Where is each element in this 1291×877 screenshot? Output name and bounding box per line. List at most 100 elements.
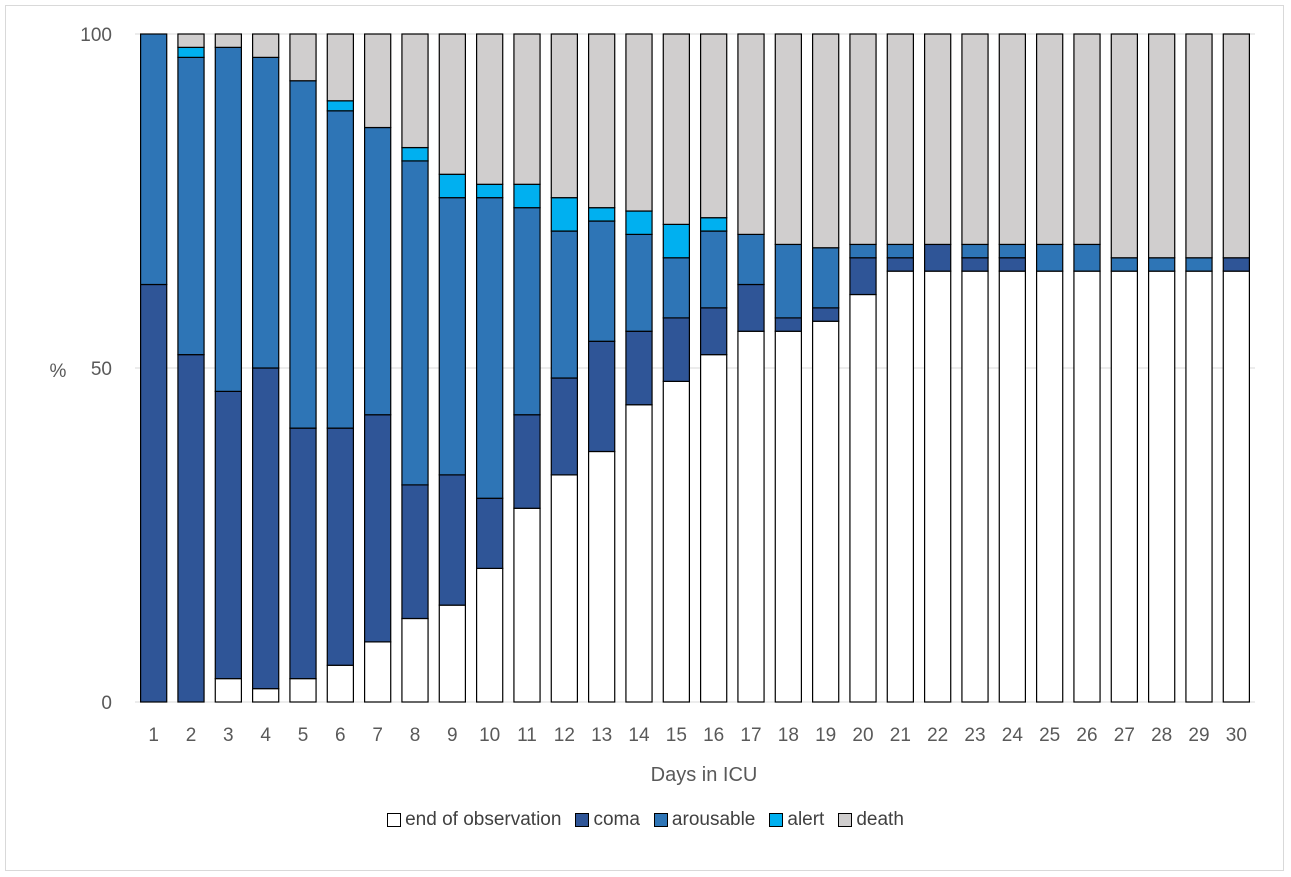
- bar-segment: [177, 354, 205, 703]
- bar-segment: [1185, 270, 1213, 703]
- bar-segment: [774, 317, 803, 332]
- bar-segment: [513, 207, 541, 416]
- bars: [140, 33, 1251, 703]
- x-tick-label: 13: [591, 725, 612, 746]
- legend-item: death: [838, 809, 904, 831]
- bar-segment: [214, 390, 243, 680]
- x-tick-label: 24: [1002, 725, 1024, 746]
- x-tick-label: 2: [186, 725, 197, 746]
- x-tick-label: 19: [815, 725, 836, 746]
- legend-item: coma: [575, 809, 640, 831]
- bar-segment: [476, 33, 504, 185]
- bar-segment: [438, 604, 466, 703]
- bar-segment: [1035, 243, 1064, 272]
- bar-segment: [849, 257, 877, 296]
- bar-segment: [401, 617, 429, 703]
- bar-segment: [326, 664, 354, 703]
- bar-segment: [1185, 33, 1213, 259]
- bar-segment: [252, 688, 280, 703]
- x-tick-labels: 1 2 3 4 5 6 7 8 9 10 11 12 13 14 15 16 17 18 19 20 21 22 23 24 2…: [148, 725, 1247, 746]
- bar-segment: [849, 243, 877, 259]
- bar-segment: [625, 210, 653, 236]
- bar-segment: [513, 507, 541, 703]
- legend-label: end of observation: [405, 809, 562, 830]
- bar-segment: [998, 243, 1027, 259]
- bar-segment: [401, 146, 429, 162]
- bar-segment: [1147, 270, 1176, 703]
- legend-swatch: [387, 813, 402, 827]
- bar-segment: [1185, 257, 1213, 272]
- x-tick-label: 3: [223, 725, 234, 746]
- bar-segment: [1110, 257, 1139, 272]
- bar-segment: [364, 126, 392, 416]
- bar-segment: [699, 33, 728, 219]
- bar-segment: [364, 33, 392, 129]
- bar-segment: [998, 270, 1027, 703]
- bar-segment: [177, 56, 205, 356]
- bar-segment: [1073, 243, 1101, 272]
- bar-segment: [961, 33, 989, 246]
- x-tick-label: 7: [372, 725, 383, 746]
- legend-item: arousable: [653, 809, 756, 831]
- x-tick-label: 5: [298, 725, 309, 746]
- bar-segment: [1073, 33, 1101, 246]
- x-tick-label: 17: [740, 725, 761, 746]
- bar-segment: [1222, 270, 1251, 703]
- y-tick-label: 0: [101, 693, 112, 714]
- bar-segment: [699, 307, 728, 356]
- bar-segment: [550, 230, 579, 379]
- bar-segment: [513, 414, 541, 509]
- x-tick-label: 21: [890, 725, 911, 746]
- bar-segment: [998, 257, 1027, 272]
- bar-segment: [923, 270, 952, 703]
- x-tick-label: 9: [447, 725, 458, 746]
- legend-label: arousable: [671, 809, 756, 830]
- x-tick-label: 18: [778, 725, 799, 746]
- legend-swatch: [575, 813, 590, 827]
- bar-segment: [625, 33, 653, 212]
- bar-segment: [289, 427, 317, 680]
- bar-segment: [289, 33, 317, 82]
- bar-segment: [289, 80, 317, 429]
- x-tick-label: 4: [260, 725, 271, 746]
- bar-segment: [438, 33, 466, 175]
- bar-segment: [401, 33, 429, 149]
- bar-segment: [737, 33, 765, 235]
- x-tick-label: 28: [1151, 725, 1172, 746]
- bar-segment: [1147, 33, 1176, 259]
- bar-segment: [774, 33, 803, 246]
- legend-swatch: [653, 813, 668, 827]
- bar-segment: [289, 678, 317, 703]
- bar-segment: [1073, 270, 1101, 703]
- bar-segment: [662, 223, 691, 259]
- bar-segment: [737, 283, 765, 332]
- bar-segment: [1147, 257, 1176, 272]
- x-tick-label: 14: [628, 725, 650, 746]
- bar-segment: [662, 257, 691, 319]
- bar-segment: [923, 243, 952, 272]
- bar-segment: [587, 450, 616, 703]
- bar-segment: [326, 427, 354, 666]
- bar-segment: [587, 207, 616, 222]
- bar-segment: [849, 293, 877, 703]
- y-tick-labels: 0 50 100: [80, 25, 112, 714]
- bar-segment: [1222, 257, 1251, 272]
- bar-segment: [326, 33, 354, 102]
- bar-segment: [550, 474, 579, 703]
- legend-swatch: [838, 813, 853, 827]
- bar-segment: [476, 183, 504, 199]
- x-tick-label: 15: [666, 725, 687, 746]
- bar-segment: [849, 33, 877, 246]
- bar-segment: [662, 380, 691, 703]
- legend-label: death: [856, 809, 904, 830]
- bar-segment: [476, 567, 504, 703]
- bar-segment: [252, 56, 280, 369]
- bar-segment: [326, 110, 354, 429]
- bar-segment: [214, 46, 243, 392]
- bar-segment: [625, 404, 653, 703]
- bar-segment: [774, 243, 803, 319]
- bar-segment: [1035, 33, 1064, 246]
- bar-segment: [587, 220, 616, 342]
- bar-segment: [513, 183, 541, 209]
- bar-segment: [177, 46, 205, 58]
